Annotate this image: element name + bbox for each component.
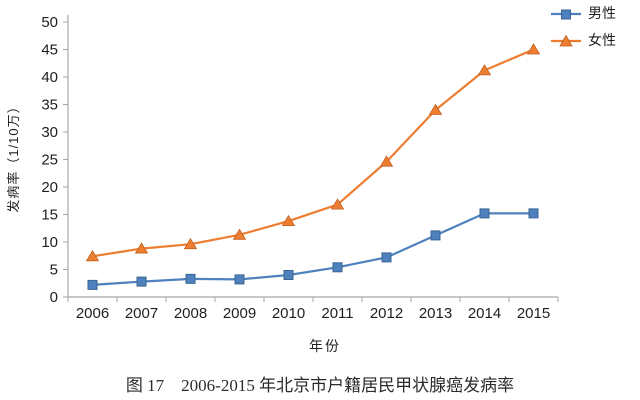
x-tick-label: 2007 <box>125 305 158 322</box>
data-point <box>332 262 343 273</box>
data-point <box>85 250 100 262</box>
y-tick-label: 50 <box>41 14 58 31</box>
x-tick-label: 2015 <box>517 305 550 322</box>
y-tick-label: 5 <box>50 262 58 279</box>
series-line-男性 <box>91 212 535 286</box>
x-tick-label: 2010 <box>272 305 305 322</box>
y-tick-label: 40 <box>41 69 58 86</box>
legend-marker-glyph <box>551 34 581 47</box>
data-point <box>381 252 392 263</box>
y-axis-title: 发病率（1/10万） <box>6 99 21 213</box>
x-tick-label: 2013 <box>419 305 452 322</box>
data-point <box>528 208 539 219</box>
y-tick-label: 10 <box>41 234 58 251</box>
x-tick-label: 2006 <box>76 305 109 322</box>
data-point <box>185 273 196 284</box>
x-tick-label: 2009 <box>223 305 256 322</box>
x-tick-label: 2012 <box>370 305 403 322</box>
male-square-marker-icon <box>551 7 581 20</box>
series-line-女性 <box>91 48 535 258</box>
data-point <box>232 228 247 240</box>
data-point <box>479 208 490 219</box>
line-chart: 0 5 10 15 20 25 30 35 40 45 50 2006 2007 2008 2009 2010… <box>41 14 559 322</box>
data-point <box>477 64 492 76</box>
y-tick-label: 20 <box>41 179 58 196</box>
data-point <box>330 198 345 210</box>
y-tick-label: 25 <box>41 152 58 169</box>
y-tick-label: 35 <box>41 97 58 114</box>
data-point <box>283 270 294 280</box>
legend-label-male: 男性 <box>588 5 616 21</box>
y-tick-label: 30 <box>41 124 58 141</box>
legend-marker-glyph <box>551 9 581 20</box>
data-point <box>87 279 98 290</box>
data-point <box>136 276 147 287</box>
x-tick-label: 2008 <box>174 305 207 322</box>
data-point <box>134 242 149 254</box>
y-tick-label: 0 <box>50 289 58 306</box>
legend-item-female: 女性 <box>551 33 616 47</box>
data-point <box>428 103 443 115</box>
chart-canvas: 0 5 10 15 20 25 30 35 40 45 50 2006 2007 2008 2009 2010… <box>41 14 559 322</box>
figure-caption: 图 17 2006-2015 年北京市户籍居民甲状腺癌发病率 <box>125 376 515 395</box>
data-point <box>183 237 198 250</box>
data-point <box>430 230 441 241</box>
data-point <box>281 214 296 226</box>
y-tick-label: 45 <box>41 42 58 59</box>
data-point <box>234 274 245 285</box>
female-triangle-marker-icon <box>551 34 581 47</box>
x-tick-label: 2014 <box>468 305 501 322</box>
legend-item-male: 男性 <box>551 6 616 20</box>
x-axis-title: 年份 <box>309 338 341 354</box>
legend: 男性 女性 <box>551 6 616 47</box>
data-point <box>379 155 394 167</box>
legend-label-female: 女性 <box>588 32 616 48</box>
data-point <box>526 43 541 55</box>
x-tick-label: 2011 <box>321 305 353 322</box>
y-tick-label: 15 <box>41 207 58 224</box>
